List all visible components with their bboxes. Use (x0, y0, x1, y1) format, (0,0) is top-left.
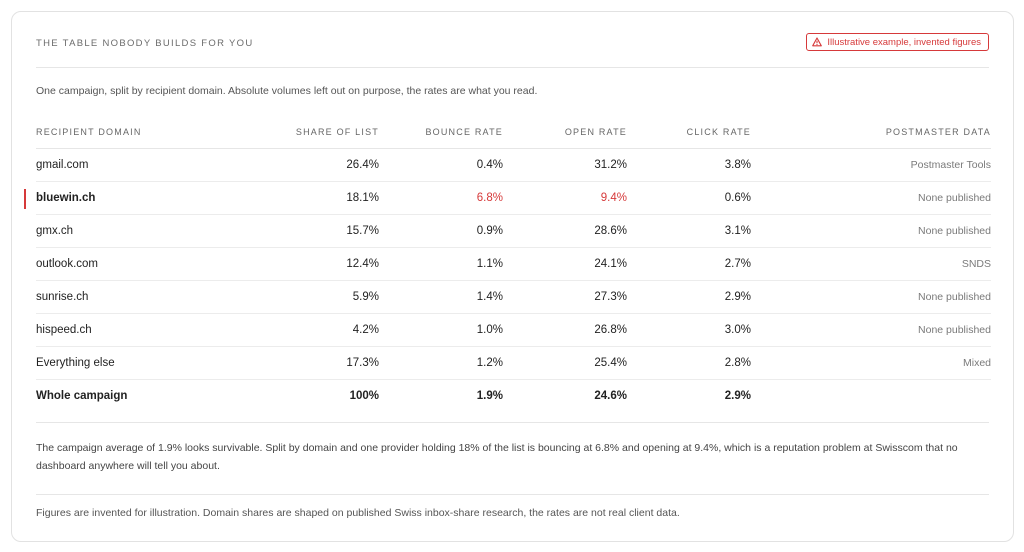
postmaster-cell: None published (751, 280, 991, 314)
share-cell: 18.1% (216, 181, 379, 215)
domain-cell: sunrise.ch (36, 280, 216, 314)
open-cell: 24.6% (594, 390, 627, 403)
column-header: CLICK RATE (627, 116, 751, 149)
domain-label: bluewin.ch (36, 191, 96, 204)
click-cell: 0.6% (627, 181, 751, 215)
column-header: BOUNCE RATE (379, 116, 503, 149)
click-cell: 3.8% (627, 148, 751, 182)
table-row: sunrise.ch 5.9% 1.4% 27.3% 2.9% None pub… (36, 280, 991, 314)
column-header: OPEN RATE (503, 116, 627, 149)
postmaster-cell (751, 379, 991, 413)
column-header: POSTMASTER DATA (751, 116, 991, 149)
domain-table: RECIPIENT DOMAIN SHARE OF LIST BOUNCE RA… (24, 116, 991, 413)
open-cell: 25.4% (503, 346, 627, 380)
share-cell: 100% (349, 390, 379, 403)
domain-cell: hispeed.ch (36, 313, 216, 347)
table-row: gmail.com 26.4% 0.4% 31.2% 3.8% Postmast… (36, 148, 991, 182)
footnote: Figures are invented for illustration. D… (36, 507, 680, 519)
table-row: outlook.com 12.4% 1.1% 24.1% 2.7% SNDS (36, 247, 991, 281)
open-cell: 28.6% (503, 214, 627, 248)
bounce-cell: 1.4% (379, 280, 503, 314)
domain-cell: gmx.ch (36, 214, 216, 248)
click-cell: 2.8% (627, 346, 751, 380)
highlight-marker (24, 188, 26, 209)
postmaster-cell: Postmaster Tools (751, 148, 991, 182)
divider (36, 494, 989, 495)
open-cell: 27.3% (503, 280, 627, 314)
bounce-cell: 6.8% (379, 181, 503, 215)
table-total-row: Whole campaign 100% 1.9% 24.6% 2.9% (36, 379, 991, 413)
share-cell: 5.9% (216, 280, 379, 314)
intro-text: One campaign, split by recipient domain.… (36, 85, 538, 97)
share-cell: 17.3% (216, 346, 379, 380)
card-header: THE TABLE NOBODY BUILDS FOR YOU Illustra… (36, 33, 989, 68)
postmaster-cell: None published (751, 214, 991, 248)
click-cell: 2.7% (627, 247, 751, 281)
share-cell: 4.2% (216, 313, 379, 347)
postmaster-cell: None published (751, 181, 991, 215)
open-cell: 31.2% (503, 148, 627, 182)
bounce-cell: 1.1% (379, 247, 503, 281)
divider (36, 422, 989, 423)
click-cell: 3.0% (627, 313, 751, 347)
table-header-row: RECIPIENT DOMAIN SHARE OF LIST BOUNCE RA… (36, 116, 991, 149)
table-row-highlighted: bluewin.ch 18.1% 6.8% 9.4% 0.6% None pub… (24, 181, 991, 215)
share-cell: 12.4% (216, 247, 379, 281)
open-cell: 26.8% (503, 313, 627, 347)
table-row: hispeed.ch 4.2% 1.0% 26.8% 3.0% None pub… (36, 313, 991, 347)
summary-paragraph: The campaign average of 1.9% looks survi… (36, 442, 958, 472)
postmaster-cell: Mixed (751, 346, 991, 380)
domain-cell: Everything else (36, 346, 216, 380)
click-cell: 3.1% (627, 214, 751, 248)
badge-label: Illustrative example, invented figures (827, 36, 981, 48)
bounce-cell: 1.9% (476, 390, 503, 403)
table-row: gmx.ch 15.7% 0.9% 28.6% 3.1% None publis… (36, 214, 991, 248)
postmaster-cell: None published (751, 313, 991, 347)
bounce-cell: 1.0% (379, 313, 503, 347)
bounce-cell: 0.4% (379, 148, 503, 182)
table-row: Everything else 17.3% 1.2% 25.4% 2.8% Mi… (36, 346, 991, 380)
table-card: THE TABLE NOBODY BUILDS FOR YOU Illustra… (11, 11, 1014, 542)
bounce-cell: 1.2% (379, 346, 503, 380)
bounce-cell: 0.9% (379, 214, 503, 248)
share-cell: 26.4% (216, 148, 379, 182)
warning-triangle-icon (812, 37, 823, 47)
domain-cell: bluewin.ch (24, 181, 216, 215)
open-cell: 24.1% (503, 247, 627, 281)
open-cell: 9.4% (503, 181, 627, 215)
column-header: RECIPIENT DOMAIN (36, 116, 216, 149)
domain-cell: Whole campaign (36, 390, 128, 403)
postmaster-cell: SNDS (751, 247, 991, 281)
column-header: SHARE OF LIST (216, 116, 379, 149)
click-cell: 2.9% (627, 280, 751, 314)
share-cell: 15.7% (216, 214, 379, 248)
eyebrow-title: THE TABLE NOBODY BUILDS FOR YOU (36, 38, 254, 49)
domain-cell: outlook.com (36, 247, 216, 281)
domain-cell: gmail.com (36, 148, 216, 182)
illustrative-badge: Illustrative example, invented figures (806, 33, 989, 51)
click-cell: 2.9% (724, 390, 751, 403)
